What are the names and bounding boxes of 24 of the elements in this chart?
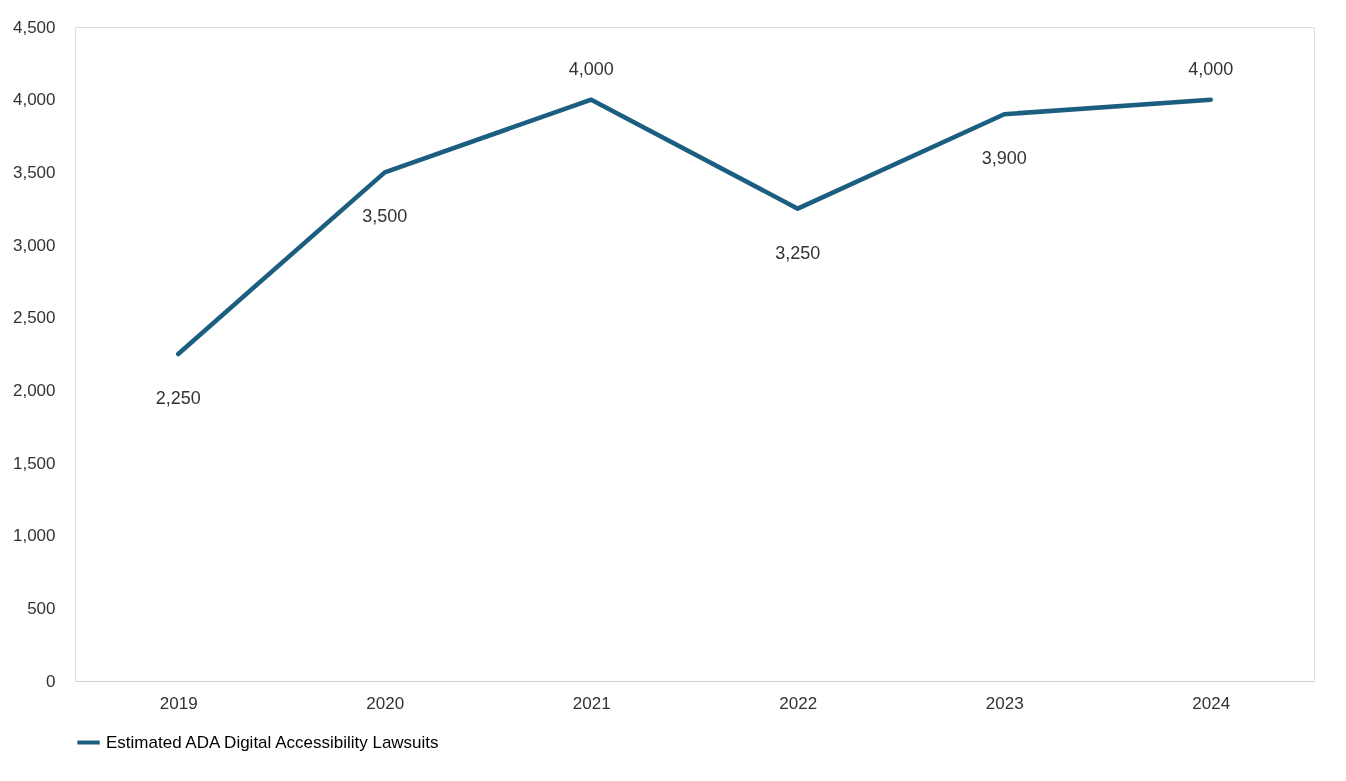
- x-tick-label: 2023: [985, 693, 1024, 713]
- y-tick-label: 4,000: [12, 90, 56, 110]
- y-tick-label: 2,500: [12, 308, 56, 328]
- y-tick-label: 2,000: [12, 380, 56, 400]
- y-tick-label: 4,500: [12, 17, 56, 37]
- x-tick-label: 2022: [779, 693, 818, 713]
- x-tick-label: 2019: [159, 693, 198, 713]
- x-tick-label: 2021: [572, 693, 611, 713]
- x-tick-label: 2020: [366, 693, 405, 713]
- line-series: [176, 97, 1213, 357]
- x-tick-label: 2024: [1192, 693, 1231, 713]
- y-tick-label: 1,500: [12, 453, 56, 473]
- y-tick-label: 3,000: [12, 235, 56, 255]
- data-label: 2,250: [155, 388, 201, 408]
- data-label: 3,250: [775, 242, 821, 263]
- y-tick-label: 3,500: [12, 162, 56, 182]
- y-tick-label: 0: [46, 671, 56, 691]
- data-label: 4,000: [568, 58, 614, 79]
- data-label: 3,900: [981, 148, 1027, 169]
- data-label: 4,000: [1188, 58, 1234, 79]
- legend-label: Estimated ADA Digital Accessibility Lawsuits: [106, 732, 439, 752]
- y-tick-label: 500: [27, 598, 56, 618]
- data-label: 3,500: [362, 206, 408, 227]
- y-tick-label: 1,000: [12, 526, 56, 546]
